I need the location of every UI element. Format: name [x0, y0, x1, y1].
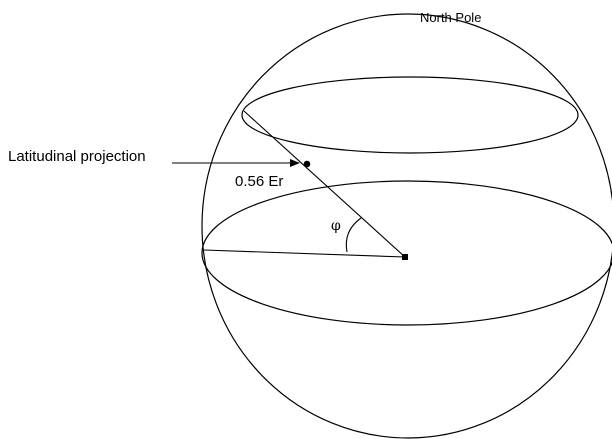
- equatorial-radius-line: [203, 249, 406, 258]
- angle-label: φ: [331, 218, 341, 234]
- latitude-radius-line: [243, 110, 406, 258]
- center-point: [402, 254, 408, 260]
- sphere-outline: [201, 13, 612, 439]
- angle-arc: [345, 217, 362, 253]
- pointer-arrowhead: [290, 159, 300, 167]
- latitude-circle: [241, 76, 579, 154]
- north-pole-label: North Pole: [420, 10, 481, 25]
- distance-label: 0.56 Er: [235, 173, 283, 190]
- projection-label: Latitudinal projection: [8, 148, 146, 165]
- equator-circle: [201, 180, 612, 326]
- projection-point: [303, 160, 311, 168]
